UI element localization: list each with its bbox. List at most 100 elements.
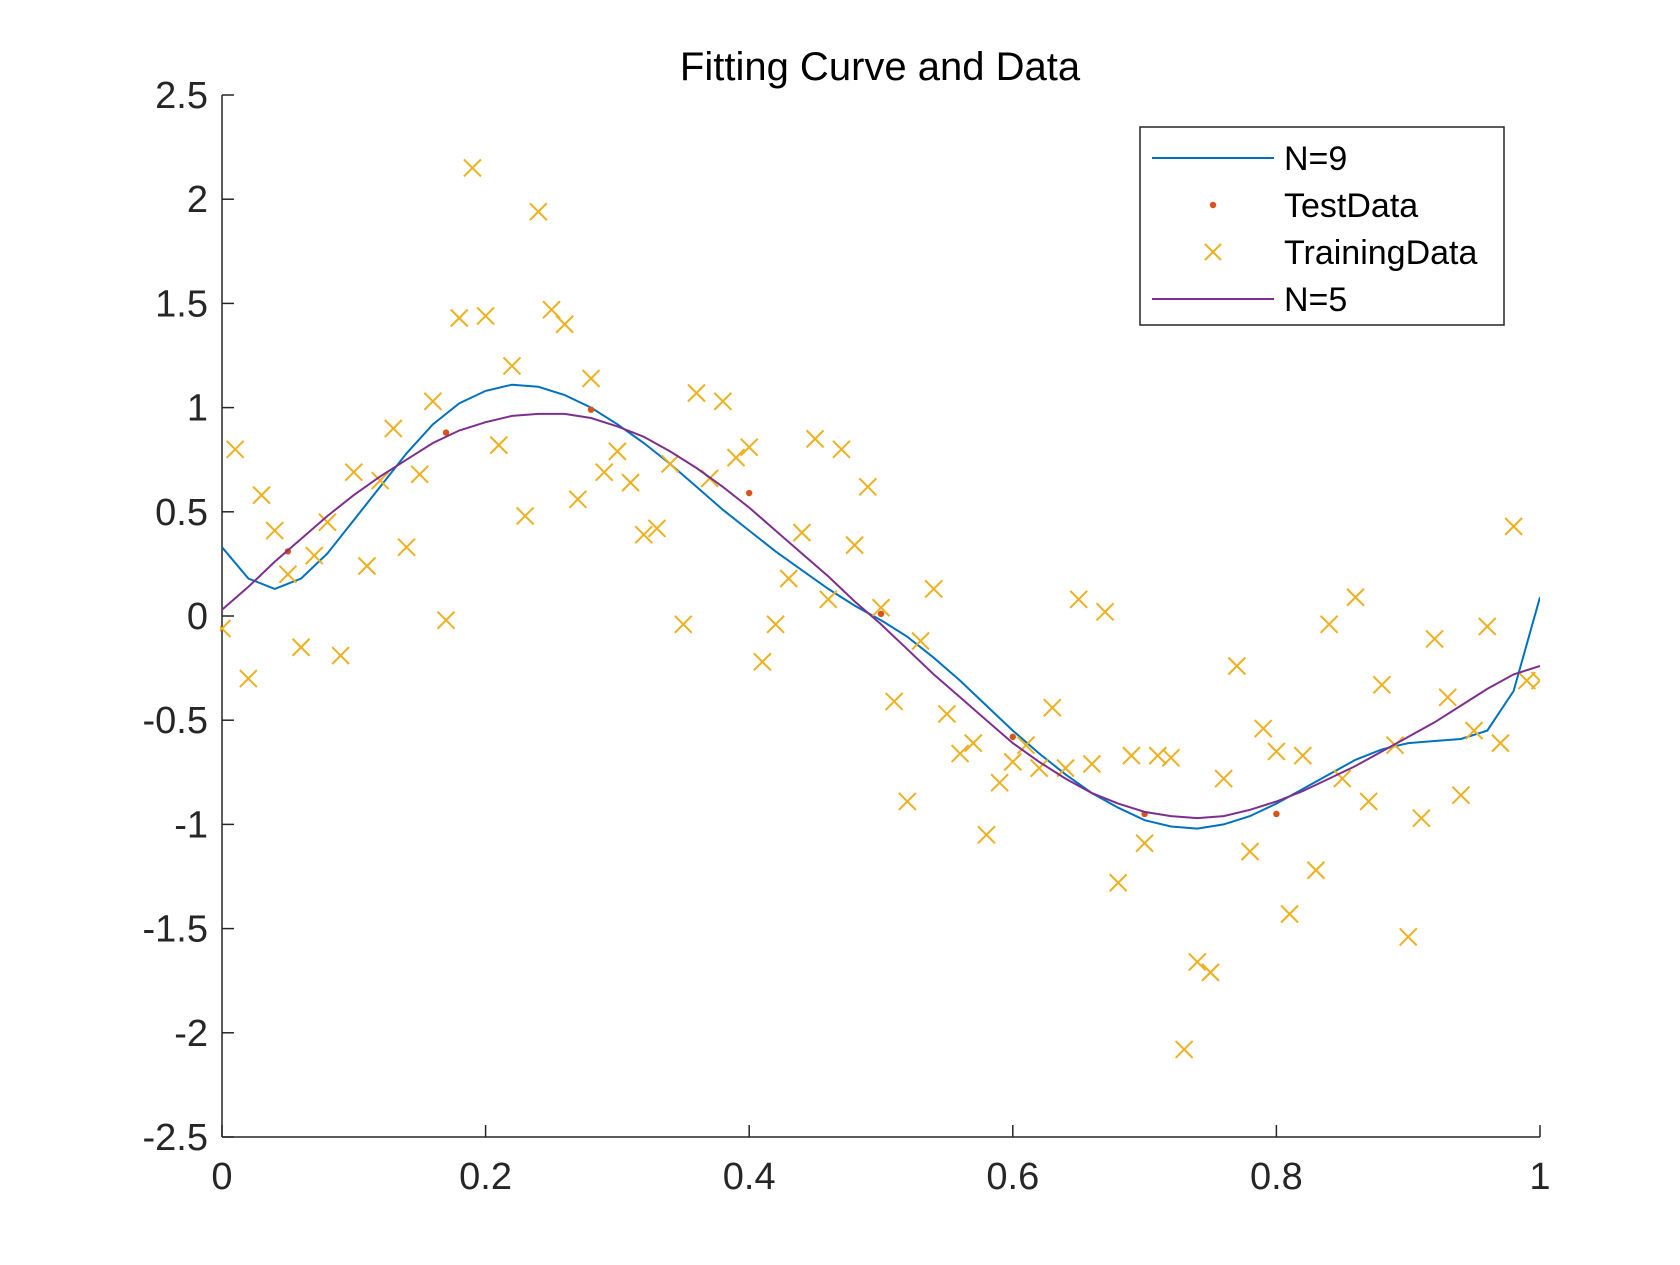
training-data-marker xyxy=(515,506,535,526)
marker-stroke xyxy=(898,792,917,811)
marker-stroke xyxy=(713,392,733,411)
marker-stroke xyxy=(555,315,574,334)
x-tick-label: 0 xyxy=(211,1156,232,1198)
marker-stroke xyxy=(964,733,983,753)
training-data-marker xyxy=(252,485,271,505)
marker-stroke xyxy=(871,598,891,617)
training-data-marker xyxy=(370,471,390,490)
training-data-marker xyxy=(977,825,996,845)
marker-stroke xyxy=(1240,842,1260,861)
marker-stroke xyxy=(1003,752,1023,772)
training-data-marker xyxy=(278,565,298,584)
marker-stroke xyxy=(1204,243,1222,261)
marker-stroke xyxy=(1412,808,1431,828)
training-data-marker xyxy=(1188,952,1207,972)
series-line-n-5 xyxy=(221,412,1540,820)
legend-label-n-9: N=9 xyxy=(1284,140,1347,178)
y-tick-label: 0.5 xyxy=(155,492,208,534)
marker-stroke xyxy=(1174,1040,1194,1059)
training-data-marker xyxy=(1346,588,1365,607)
marker-stroke xyxy=(1029,758,1049,778)
training-data-marker xyxy=(1109,873,1128,892)
marker-stroke xyxy=(225,440,245,459)
training-data-marker xyxy=(225,440,245,459)
training-data-marker xyxy=(1280,904,1299,924)
marker-stroke xyxy=(911,631,930,651)
training-data-marker xyxy=(1412,808,1431,828)
training-data-marker xyxy=(1016,736,1036,755)
marker-stroke xyxy=(937,704,957,724)
marker-stroke xyxy=(1016,736,1036,755)
marker-stroke xyxy=(660,454,680,474)
test-data-point xyxy=(442,429,450,436)
training-data-marker xyxy=(1056,758,1075,778)
training-data-marker xyxy=(1425,629,1444,649)
training-data-marker xyxy=(595,462,614,482)
y-tick-label: 2 xyxy=(187,179,208,221)
training-data-marker xyxy=(1372,675,1392,694)
marker-stroke xyxy=(884,692,904,711)
training-data-marker xyxy=(1464,721,1484,740)
training-data-marker xyxy=(911,631,930,651)
y-tick-label: -0.5 xyxy=(143,700,208,742)
marker-stroke xyxy=(476,306,495,326)
marker-stroke xyxy=(1161,748,1181,767)
training-data-marker xyxy=(779,569,798,588)
marker-stroke xyxy=(384,419,403,438)
training-data-marker xyxy=(621,473,640,492)
training-data-marker xyxy=(220,619,232,638)
training-data-marker xyxy=(450,308,469,328)
training-data-marker xyxy=(1227,656,1247,676)
marker-stroke xyxy=(832,440,851,459)
marker-stroke xyxy=(220,619,232,632)
training-data-marker xyxy=(291,638,311,657)
training-data-marker xyxy=(726,448,746,467)
training-data-marker xyxy=(819,590,838,609)
training-data-marker xyxy=(318,513,337,532)
marker-stroke xyxy=(1425,629,1444,649)
training-data-marker xyxy=(1530,671,1540,690)
training-data-marker xyxy=(1504,517,1523,536)
training-data-marker xyxy=(1293,746,1312,765)
marker-stroke xyxy=(1491,733,1510,753)
y-tick-label: -1 xyxy=(174,804,208,846)
marker-stroke xyxy=(1293,746,1312,765)
training-data-marker xyxy=(384,419,403,438)
marker-stroke xyxy=(608,442,627,461)
marker-stroke xyxy=(1122,746,1141,765)
marker-stroke xyxy=(502,356,522,376)
marker-stroke xyxy=(924,579,943,599)
marker-stroke xyxy=(819,590,838,609)
training-data-marker xyxy=(805,429,825,449)
training-data-marker xyxy=(608,442,627,461)
training-data-marker xyxy=(884,692,904,711)
training-data-marker xyxy=(1122,746,1141,765)
training-data-marker xyxy=(1174,1040,1194,1059)
marker-stroke xyxy=(1530,671,1540,683)
training-data-marker xyxy=(647,519,667,538)
training-data-marker xyxy=(687,383,706,403)
training-data-marker xyxy=(331,646,350,665)
training-data-marker xyxy=(1254,719,1273,738)
marker-stroke xyxy=(1464,721,1484,740)
training-data-marker xyxy=(357,556,377,576)
training-data-marker xyxy=(871,598,891,617)
training-data-marker xyxy=(1491,733,1510,753)
training-data-marker xyxy=(410,465,429,484)
marker-stroke xyxy=(792,523,812,542)
marker-stroke xyxy=(1254,719,1273,738)
y-tick-label: 2.5 xyxy=(155,75,208,117)
x-tick-label: 0.8 xyxy=(1250,1156,1303,1198)
legend: N=9 TestData TrainingData N=5 xyxy=(1139,126,1505,326)
marker-stroke xyxy=(753,652,772,672)
training-data-marker xyxy=(1333,769,1352,788)
legend-swatch-testdata xyxy=(1209,201,1217,209)
legend-box xyxy=(1139,126,1505,326)
marker-stroke xyxy=(278,565,298,584)
marker-stroke xyxy=(1069,590,1088,609)
marker-stroke xyxy=(1319,615,1339,634)
axes: 0 0.2 0.4 0.6 0.8 1 2.5 2 1.5 1 0.5 0 -0.5 -1 -1.5 -2 -2… xyxy=(143,75,1551,1198)
marker-stroke xyxy=(1398,927,1418,947)
test-data-point xyxy=(877,610,885,618)
